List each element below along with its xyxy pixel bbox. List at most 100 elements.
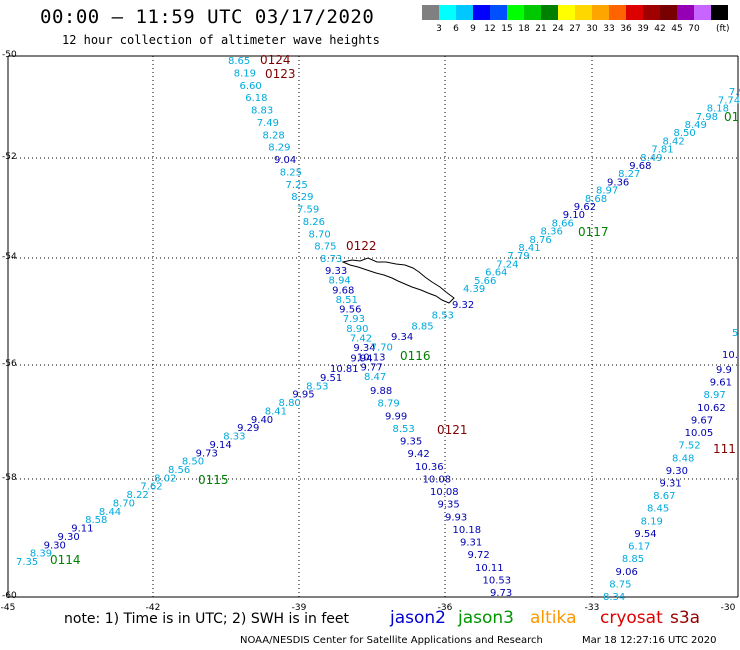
wave-height-value: 9.34	[353, 343, 375, 354]
wave-height-value: 8.56	[168, 465, 190, 476]
wave-height-labels: 8.658.196.606.188.837.498.288.299.048.25…	[16, 53, 740, 603]
wave-height-value: 8.83	[251, 106, 273, 117]
wave-height-value: 7.62	[140, 482, 162, 493]
wave-height-value: 8.47	[364, 372, 386, 383]
wave-height-value: 8.94	[329, 276, 351, 287]
wave-height-value: 8.25	[280, 167, 302, 178]
wave-height-value: 8.02	[154, 473, 176, 484]
wave-height-value: 5	[732, 328, 738, 339]
color-scale-label: 70	[688, 24, 700, 34]
wave-height-value: 9.99	[385, 411, 407, 422]
color-swatch	[677, 5, 694, 20]
wave-height-value: 7.25	[286, 180, 308, 191]
wave-height-value: 9.42	[408, 449, 430, 460]
wave-height-value: 8.70	[309, 229, 331, 240]
wave-height-value: 7.42	[350, 333, 372, 344]
wave-height-value: 9.73	[196, 448, 218, 459]
wave-height-value: 8.97	[596, 186, 618, 197]
wave-height-value: 9.62	[574, 202, 596, 213]
wave-height-value: 9.40	[251, 415, 273, 426]
pass-number-label: 0124	[260, 53, 291, 67]
wave-height-value: 7.52	[678, 441, 700, 452]
color-swatch	[711, 5, 728, 20]
wave-height-value: 8.48	[672, 453, 694, 464]
color-scale-label: 3	[436, 24, 442, 34]
wave-height-value: 8.85	[411, 321, 433, 332]
pass-number-label: 111	[713, 442, 736, 456]
wave-height-value: 10.81	[330, 364, 359, 375]
color-swatch	[592, 5, 609, 20]
longitude-tick: -30	[720, 603, 736, 613]
color-scale-label: 24	[552, 24, 564, 34]
wave-height-value: 8.42	[662, 136, 684, 147]
longitude-tick: -39	[291, 603, 307, 613]
map-title: 00:00 – 11:59 UTC 03/17/2020	[40, 6, 375, 28]
wave-height-value: 8.68	[585, 194, 607, 205]
color-swatch	[422, 5, 439, 20]
wave-height-value: 10.08	[423, 474, 452, 485]
wave-height-value: 8.19	[641, 516, 663, 527]
south-georgia-island-land	[341, 257, 455, 304]
pass-number-label: 0123	[265, 67, 296, 81]
color-scale-label: 12	[484, 24, 496, 34]
color-scale-label: 39	[637, 24, 649, 34]
longitude-tick: -33	[584, 603, 600, 613]
wave-height-value: 9.11	[71, 524, 93, 535]
wave-height-value: 8.26	[303, 217, 325, 228]
wave-height-value: 8.50	[182, 457, 204, 468]
color-swatch	[507, 5, 524, 20]
wave-height-value: 9.35	[400, 437, 422, 448]
wave-height-value: 10.08	[430, 487, 459, 498]
wave-height-value: 4.39	[463, 284, 485, 295]
wave-height-value: 9.68	[629, 161, 651, 172]
wave-height-value: 9.51	[320, 373, 342, 384]
credit-text: NOAA/NESDIS Center for Satellite Applica…	[240, 635, 543, 646]
color-scale-label: 36	[620, 24, 632, 34]
wave-height-value: 8.41	[265, 406, 287, 417]
wave-height-value: 9.14	[209, 440, 231, 451]
color-swatch	[609, 5, 626, 20]
wave-height-value: 7.98	[696, 112, 718, 123]
wave-height-value: 10.	[722, 350, 738, 361]
wave-height-value: 8.80	[279, 398, 301, 409]
pass-number-label: 01	[724, 110, 739, 124]
wave-height-value: 9.67	[691, 415, 713, 426]
wave-height-value: 10.62	[697, 403, 726, 414]
color-scale-unit: (ft)	[716, 24, 730, 34]
wave-height-value: 9.88	[370, 386, 392, 397]
wave-height-value: 6.18	[245, 93, 267, 104]
satellite-name: altika	[530, 608, 577, 628]
longitude-tick: -36	[437, 603, 453, 613]
wave-height-value: 9.95	[292, 390, 314, 401]
latitude-tick: -52	[2, 152, 17, 162]
wave-height-value: 9.54	[634, 529, 656, 540]
color-scale-label: 21	[535, 24, 547, 34]
color-scale-label: 45	[671, 24, 683, 34]
color-swatch	[575, 5, 592, 20]
wave-height-value: 7.49	[257, 118, 279, 129]
color-swatch	[694, 5, 711, 20]
latitude-tick: -58	[2, 473, 17, 483]
wave-height-value: 8.67	[653, 491, 675, 502]
wave-height-value: 9.30	[57, 532, 79, 543]
wave-height-value: 8.50	[674, 128, 696, 139]
color-swatch	[541, 5, 558, 20]
satellite-name: cryosat	[600, 608, 663, 628]
wave-height-value: 8.75	[314, 242, 336, 253]
color-scale-label: 18	[518, 24, 530, 34]
satellite-name: jason3	[458, 608, 514, 628]
wave-height-value: 8.28	[263, 130, 285, 141]
wave-height-value: 8.33	[223, 432, 245, 443]
wave-height-value: 8.70	[113, 498, 135, 509]
wave-height-value: 8.75	[609, 579, 631, 590]
latitude-tick: -54	[2, 252, 17, 262]
wave-height-value: 9.29	[237, 423, 259, 434]
color-swatch	[558, 5, 575, 20]
wave-height-value: 9.61	[710, 378, 732, 389]
wave-height-value: 9.9	[716, 365, 732, 376]
wave-height-value: 10.05	[685, 428, 714, 439]
longitude-tick: -42	[145, 603, 161, 613]
wave-height-value: 9.73	[490, 588, 512, 599]
satellite-name: s3a	[670, 608, 701, 628]
wave-height-value: 9.68	[332, 285, 354, 296]
